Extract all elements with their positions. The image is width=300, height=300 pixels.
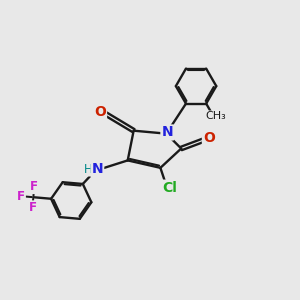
Text: N: N	[92, 162, 103, 176]
Text: O: O	[203, 131, 215, 146]
Text: F: F	[30, 180, 38, 193]
Text: F: F	[17, 190, 25, 202]
Text: H: H	[84, 163, 93, 176]
Text: CH₃: CH₃	[205, 111, 226, 122]
Text: Cl: Cl	[162, 181, 177, 195]
Text: F: F	[28, 201, 36, 214]
Text: N: N	[161, 125, 173, 140]
Text: O: O	[94, 105, 106, 119]
